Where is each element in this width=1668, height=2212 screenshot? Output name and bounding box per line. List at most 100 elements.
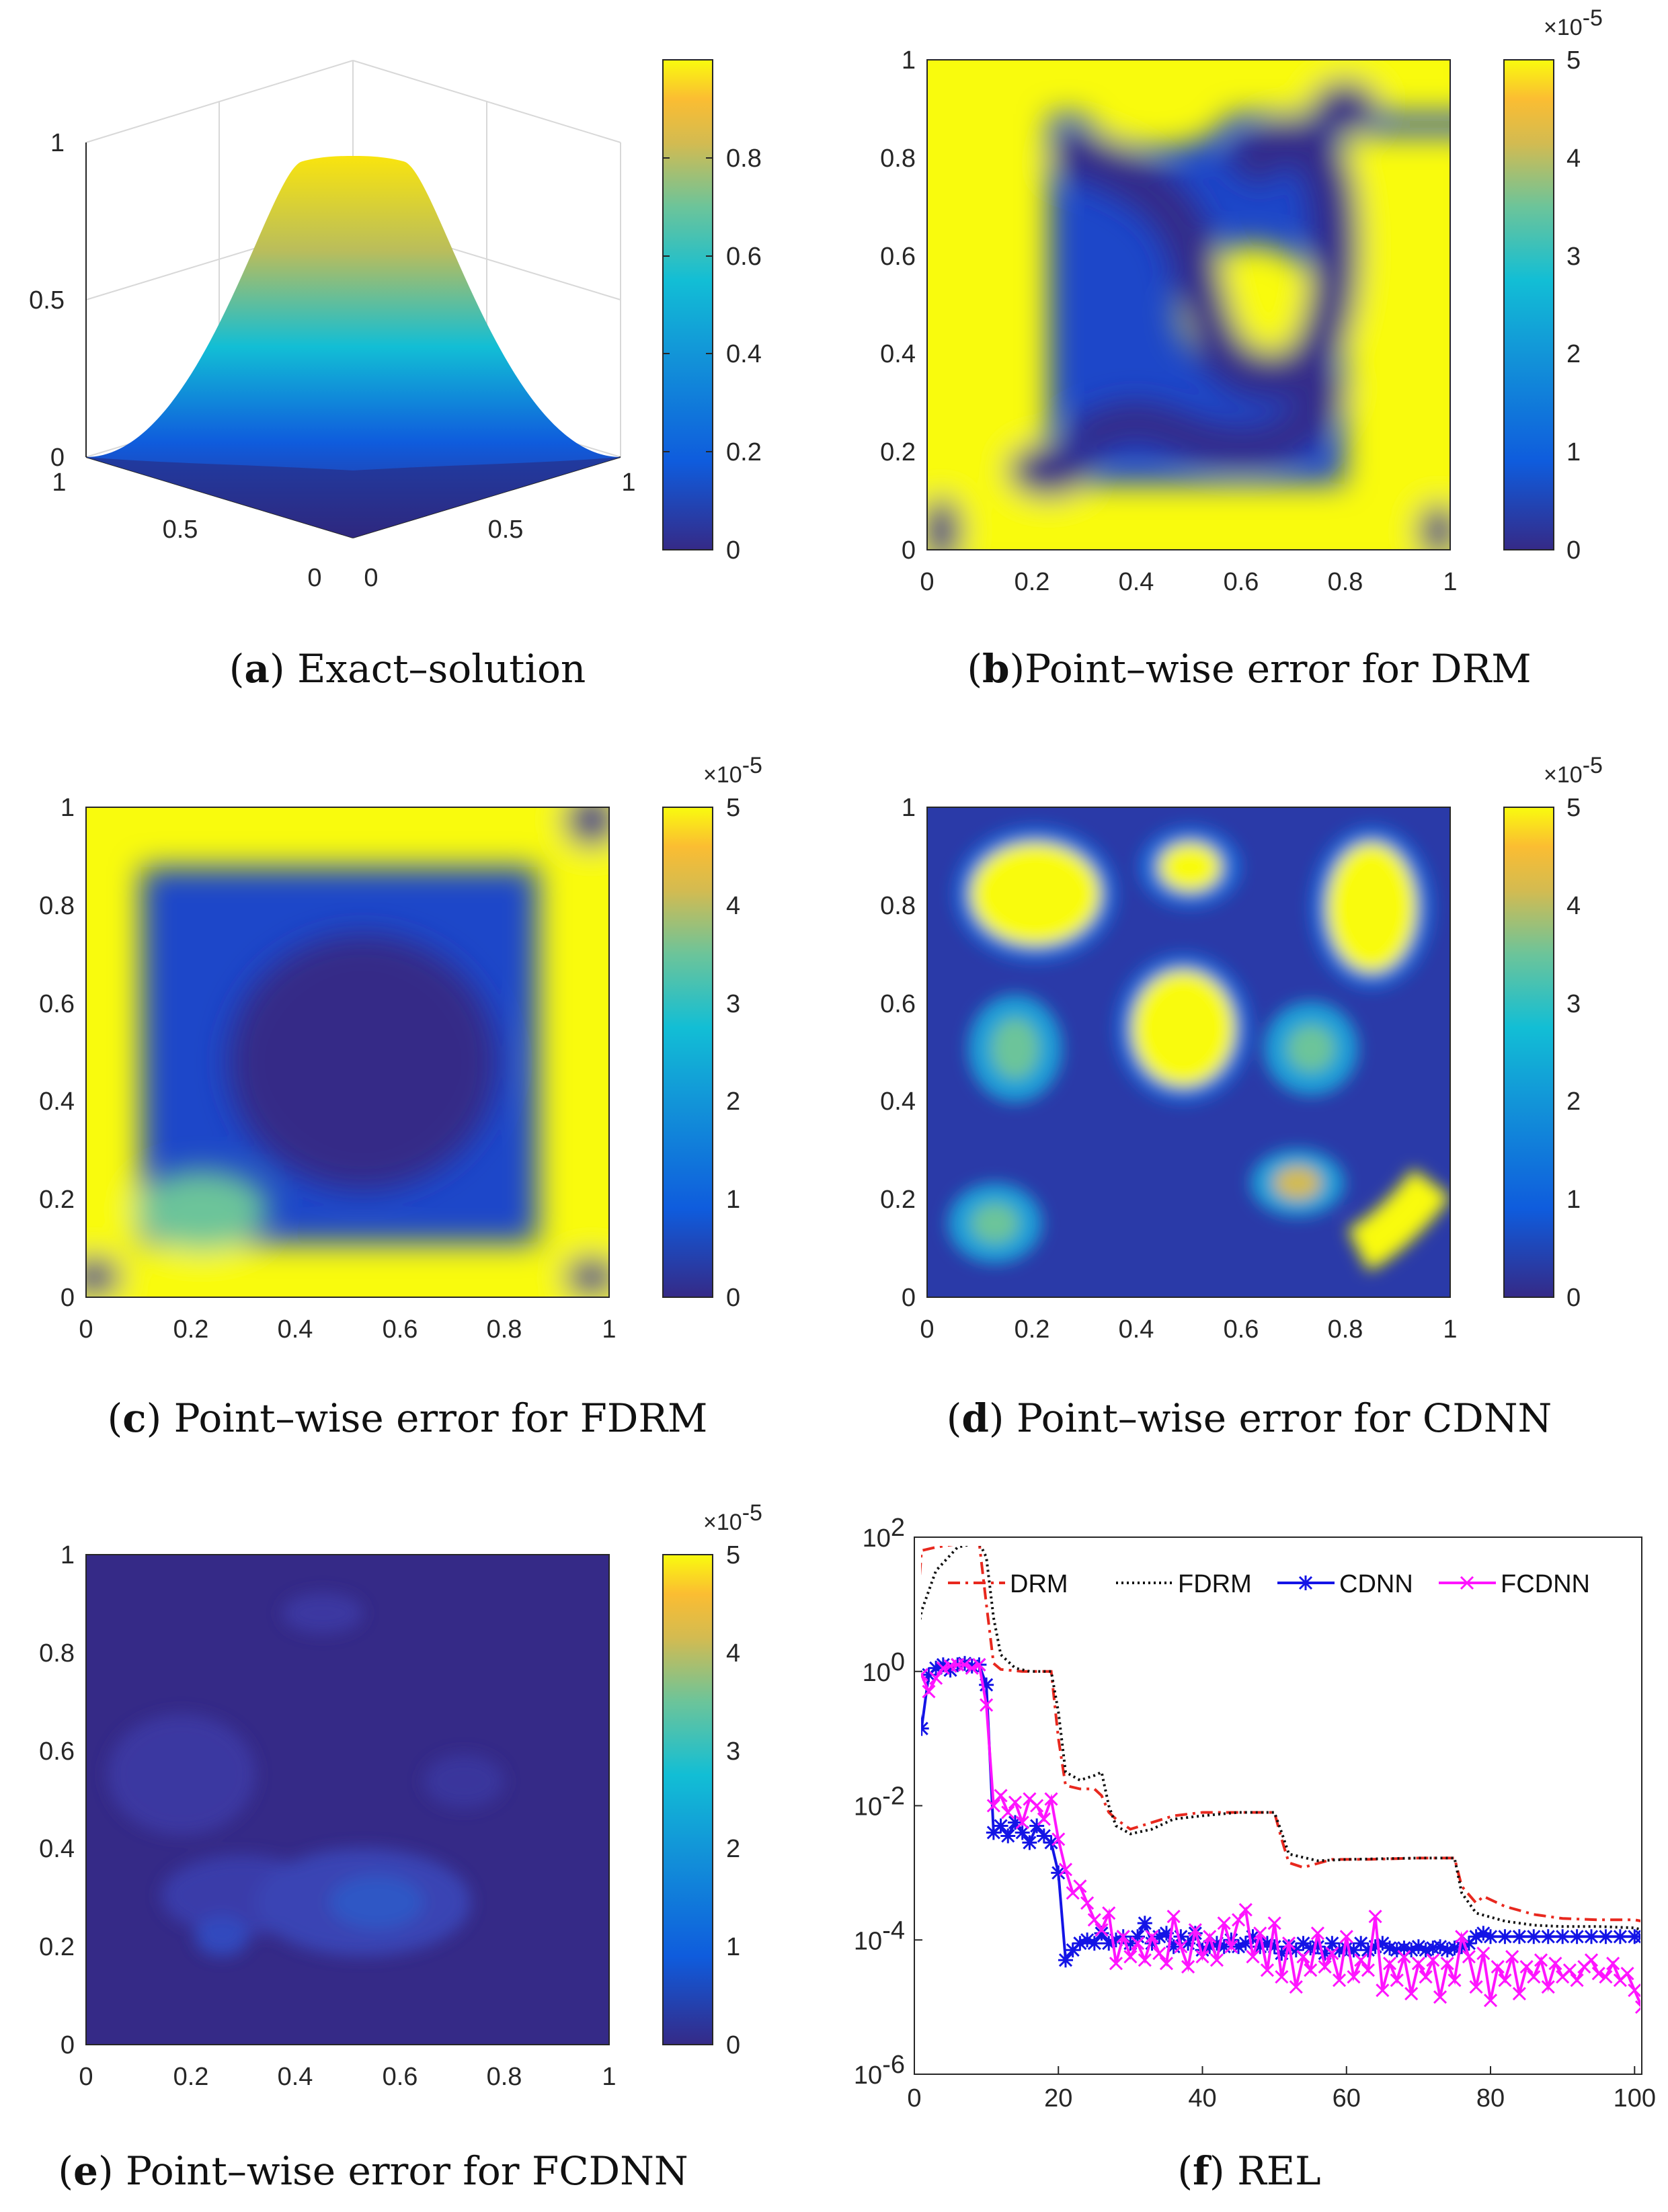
colorbar-tick: 0 [1566, 536, 1581, 565]
panel-b: 0 0.2 0.4 0.6 0.8 1 0 0.2 0.4 0.6 0.8 1 … [880, 5, 1603, 692]
series-point-fcdnn [1224, 1940, 1238, 1954]
series-point-fcdnn [980, 1698, 994, 1712]
y-tick-label: 1 [621, 468, 635, 497]
series-point-fcdnn [1591, 1967, 1605, 1981]
caption: (b)Point–wise error for DRM [967, 646, 1531, 692]
x-tick-label: 0.8 [487, 2063, 522, 2091]
series-point-fcdnn [1347, 1970, 1361, 1984]
colorbar: 0 1 2 3 4 5 ×10-5 [662, 753, 762, 1312]
colorbar-tick: 3 [1566, 990, 1581, 1018]
y-tick-label: 0.8 [880, 892, 916, 920]
colorbar-tick: 0 [726, 2031, 740, 2059]
series-point-fcdnn [1131, 1936, 1145, 1951]
series-point-fcdnn [1152, 1947, 1166, 1961]
y-tick-label: 0.4 [880, 1088, 916, 1116]
series-point-fcdnn [1058, 1862, 1073, 1877]
series-point-fcdnn [1203, 1930, 1217, 1944]
x-axis-ticks: 0 0.2 0.4 0.6 0.8 1 [79, 2063, 616, 2091]
colorbar: 0 1 2 3 4 5 ×10-5 [1503, 5, 1603, 565]
colorbar-tick: 0 [726, 1284, 740, 1312]
panel-e: 0 0.2 0.4 0.6 0.8 1 0 0.2 0.4 0.6 0.8 1 … [39, 1500, 762, 2194]
x-tick-label: 0 [79, 2063, 93, 2091]
series-point-fcdnn [957, 1657, 972, 1672]
series-point-fcdnn [1368, 1910, 1382, 1924]
y-tick-label: 0.2 [39, 1186, 75, 1214]
x-tick-label: 0.4 [1119, 1315, 1154, 1344]
heatmap [927, 807, 1450, 1297]
series-point-fcdnn [1382, 1957, 1397, 1971]
series-point-cdnn [1555, 1929, 1571, 1944]
heatmap [86, 1555, 609, 2045]
series-point-fcdnn [1606, 1957, 1620, 1971]
surface-plot [86, 156, 621, 538]
z-tick-label: 1 [50, 129, 65, 157]
y-tick-label: 100 [863, 1648, 905, 1687]
series-point-fcdnn [1527, 1970, 1541, 1984]
y-tick-label: 0.6 [39, 990, 75, 1018]
series-point-cdnn [1511, 1929, 1527, 1944]
series-point-fcdnn [1073, 1879, 1087, 1893]
colorbar-tick: 0 [1566, 1284, 1581, 1312]
tick-labels: 0 20 40 60 80 100 10-6 10-4 10-2 100 102 [854, 1514, 1656, 2113]
series-point-fcdnn [972, 1657, 986, 1672]
colorbar-tick: 0.4 [726, 340, 762, 368]
series-point-fcdnn [1260, 1963, 1274, 1977]
series-point-fcdnn [1562, 1963, 1577, 1977]
panel-a: 0 0.5 1 1 0.5 0 0 0.5 1 0 0.2 0.4 0.6 0.… [29, 59, 762, 692]
series-point-fcdnn [1304, 1963, 1318, 1977]
series-point-cdnn [1433, 1939, 1448, 1955]
y-tick-label: 0.5 [488, 516, 524, 544]
series-point-fcdnn [1440, 1957, 1454, 1971]
x-axis-ticks: 0 0.2 0.4 0.6 0.8 1 [920, 568, 1457, 596]
series-point-cdnn [1569, 1929, 1585, 1944]
x-tick-label: 0.8 [487, 1315, 522, 1344]
colorbar-exponent: ×10-5 [1544, 5, 1603, 40]
series-point-fcdnn [1332, 1973, 1347, 1988]
series-point-cdnn [1584, 1929, 1599, 1944]
x-axis-ticks: 0 0.2 0.4 0.6 0.8 1 [920, 1315, 1457, 1344]
y-tick-label: 0.2 [880, 438, 916, 466]
colorbar-tick: 3 [726, 1737, 740, 1766]
x-tick-label: 0.2 [173, 1315, 209, 1344]
x-tick-label: 40 [1188, 2084, 1216, 2113]
colorbar-tick: 2 [1566, 340, 1581, 368]
series-point-fcdnn [1138, 1953, 1152, 1967]
y-tick-label: 0.2 [880, 1186, 916, 1214]
y-tick-label: 1 [61, 1541, 75, 1569]
series-point-cdnn [1058, 1953, 1073, 1968]
series-point-cdnn [1526, 1929, 1542, 1944]
x-tick-label: 0.6 [1224, 568, 1259, 596]
legend-marker [1460, 1575, 1474, 1590]
colorbar-tick: 5 [726, 1541, 740, 1569]
y-tick-label: 0.8 [39, 892, 75, 920]
colorbar-tick: 3 [1566, 243, 1581, 271]
series-point-fcdnn [1080, 1896, 1095, 1910]
series-point-fcdnn [1469, 1980, 1483, 1994]
series-point-fcdnn [1102, 1906, 1116, 1920]
series-point-fcdnn [1145, 1930, 1159, 1944]
surface-shadow [86, 457, 621, 538]
plot-frame [914, 1537, 1642, 2075]
series-point-fcdnn [1376, 1983, 1390, 1998]
y-tick-label: 0.6 [880, 990, 916, 1018]
series-point-fcdnn [1037, 1812, 1051, 1826]
series-point-fcdnn [1188, 1923, 1202, 1937]
series-point-cdnn [1612, 1929, 1628, 1944]
panel-f: 0 20 40 60 80 100 10-6 10-4 10-2 100 102 DRM FDRM CD… [854, 1514, 1656, 2194]
series-point-fcdnn [1426, 1953, 1440, 1967]
colorbar-tick: 2 [726, 1835, 740, 1863]
series-point-fcdnn [1318, 1960, 1332, 1974]
colorbar-tick: 1 [1566, 1186, 1581, 1214]
colorbar-tick: 0.6 [726, 243, 762, 271]
y-tick-label: 0.4 [39, 1088, 75, 1116]
y-tick-label: 0 [61, 1284, 75, 1312]
series-point-fcdnn [1541, 1980, 1555, 1994]
series-point-fcdnn [1116, 1930, 1130, 1944]
series-point-fcdnn [1419, 1970, 1433, 1984]
series-point-fcdnn [1174, 1940, 1188, 1954]
x-tick-label: 1 [52, 468, 66, 497]
series-point-cdnn [1022, 1835, 1037, 1850]
series-point-fcdnn [1519, 1960, 1534, 1974]
x-tick-label: 0.4 [278, 1315, 313, 1344]
